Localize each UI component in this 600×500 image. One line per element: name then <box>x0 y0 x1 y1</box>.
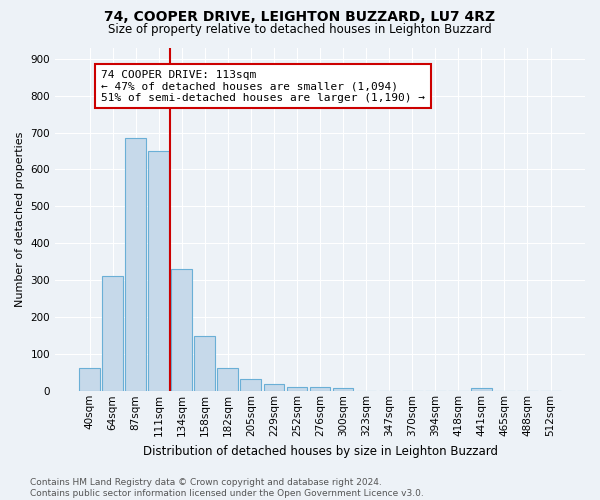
Bar <box>172 270 192 392</box>
Bar <box>310 387 331 392</box>
Text: 74 COOPER DRIVE: 113sqm
← 47% of detached houses are smaller (1,094)
51% of semi: 74 COOPER DRIVE: 113sqm ← 47% of detache… <box>101 70 425 103</box>
Y-axis label: Number of detached properties: Number of detached properties <box>15 132 25 307</box>
Text: Size of property relative to detached houses in Leighton Buzzard: Size of property relative to detached ho… <box>108 22 492 36</box>
Bar <box>287 387 307 392</box>
Bar <box>471 388 492 392</box>
Bar <box>194 336 215 392</box>
X-axis label: Distribution of detached houses by size in Leighton Buzzard: Distribution of detached houses by size … <box>143 444 497 458</box>
Bar <box>332 388 353 392</box>
Bar <box>217 368 238 392</box>
Text: 74, COOPER DRIVE, LEIGHTON BUZZARD, LU7 4RZ: 74, COOPER DRIVE, LEIGHTON BUZZARD, LU7 … <box>104 10 496 24</box>
Bar <box>79 368 100 392</box>
Bar <box>102 276 123 392</box>
Text: Contains HM Land Registry data © Crown copyright and database right 2024.
Contai: Contains HM Land Registry data © Crown c… <box>30 478 424 498</box>
Bar <box>148 151 169 392</box>
Bar <box>125 138 146 392</box>
Bar <box>241 380 261 392</box>
Bar <box>263 384 284 392</box>
